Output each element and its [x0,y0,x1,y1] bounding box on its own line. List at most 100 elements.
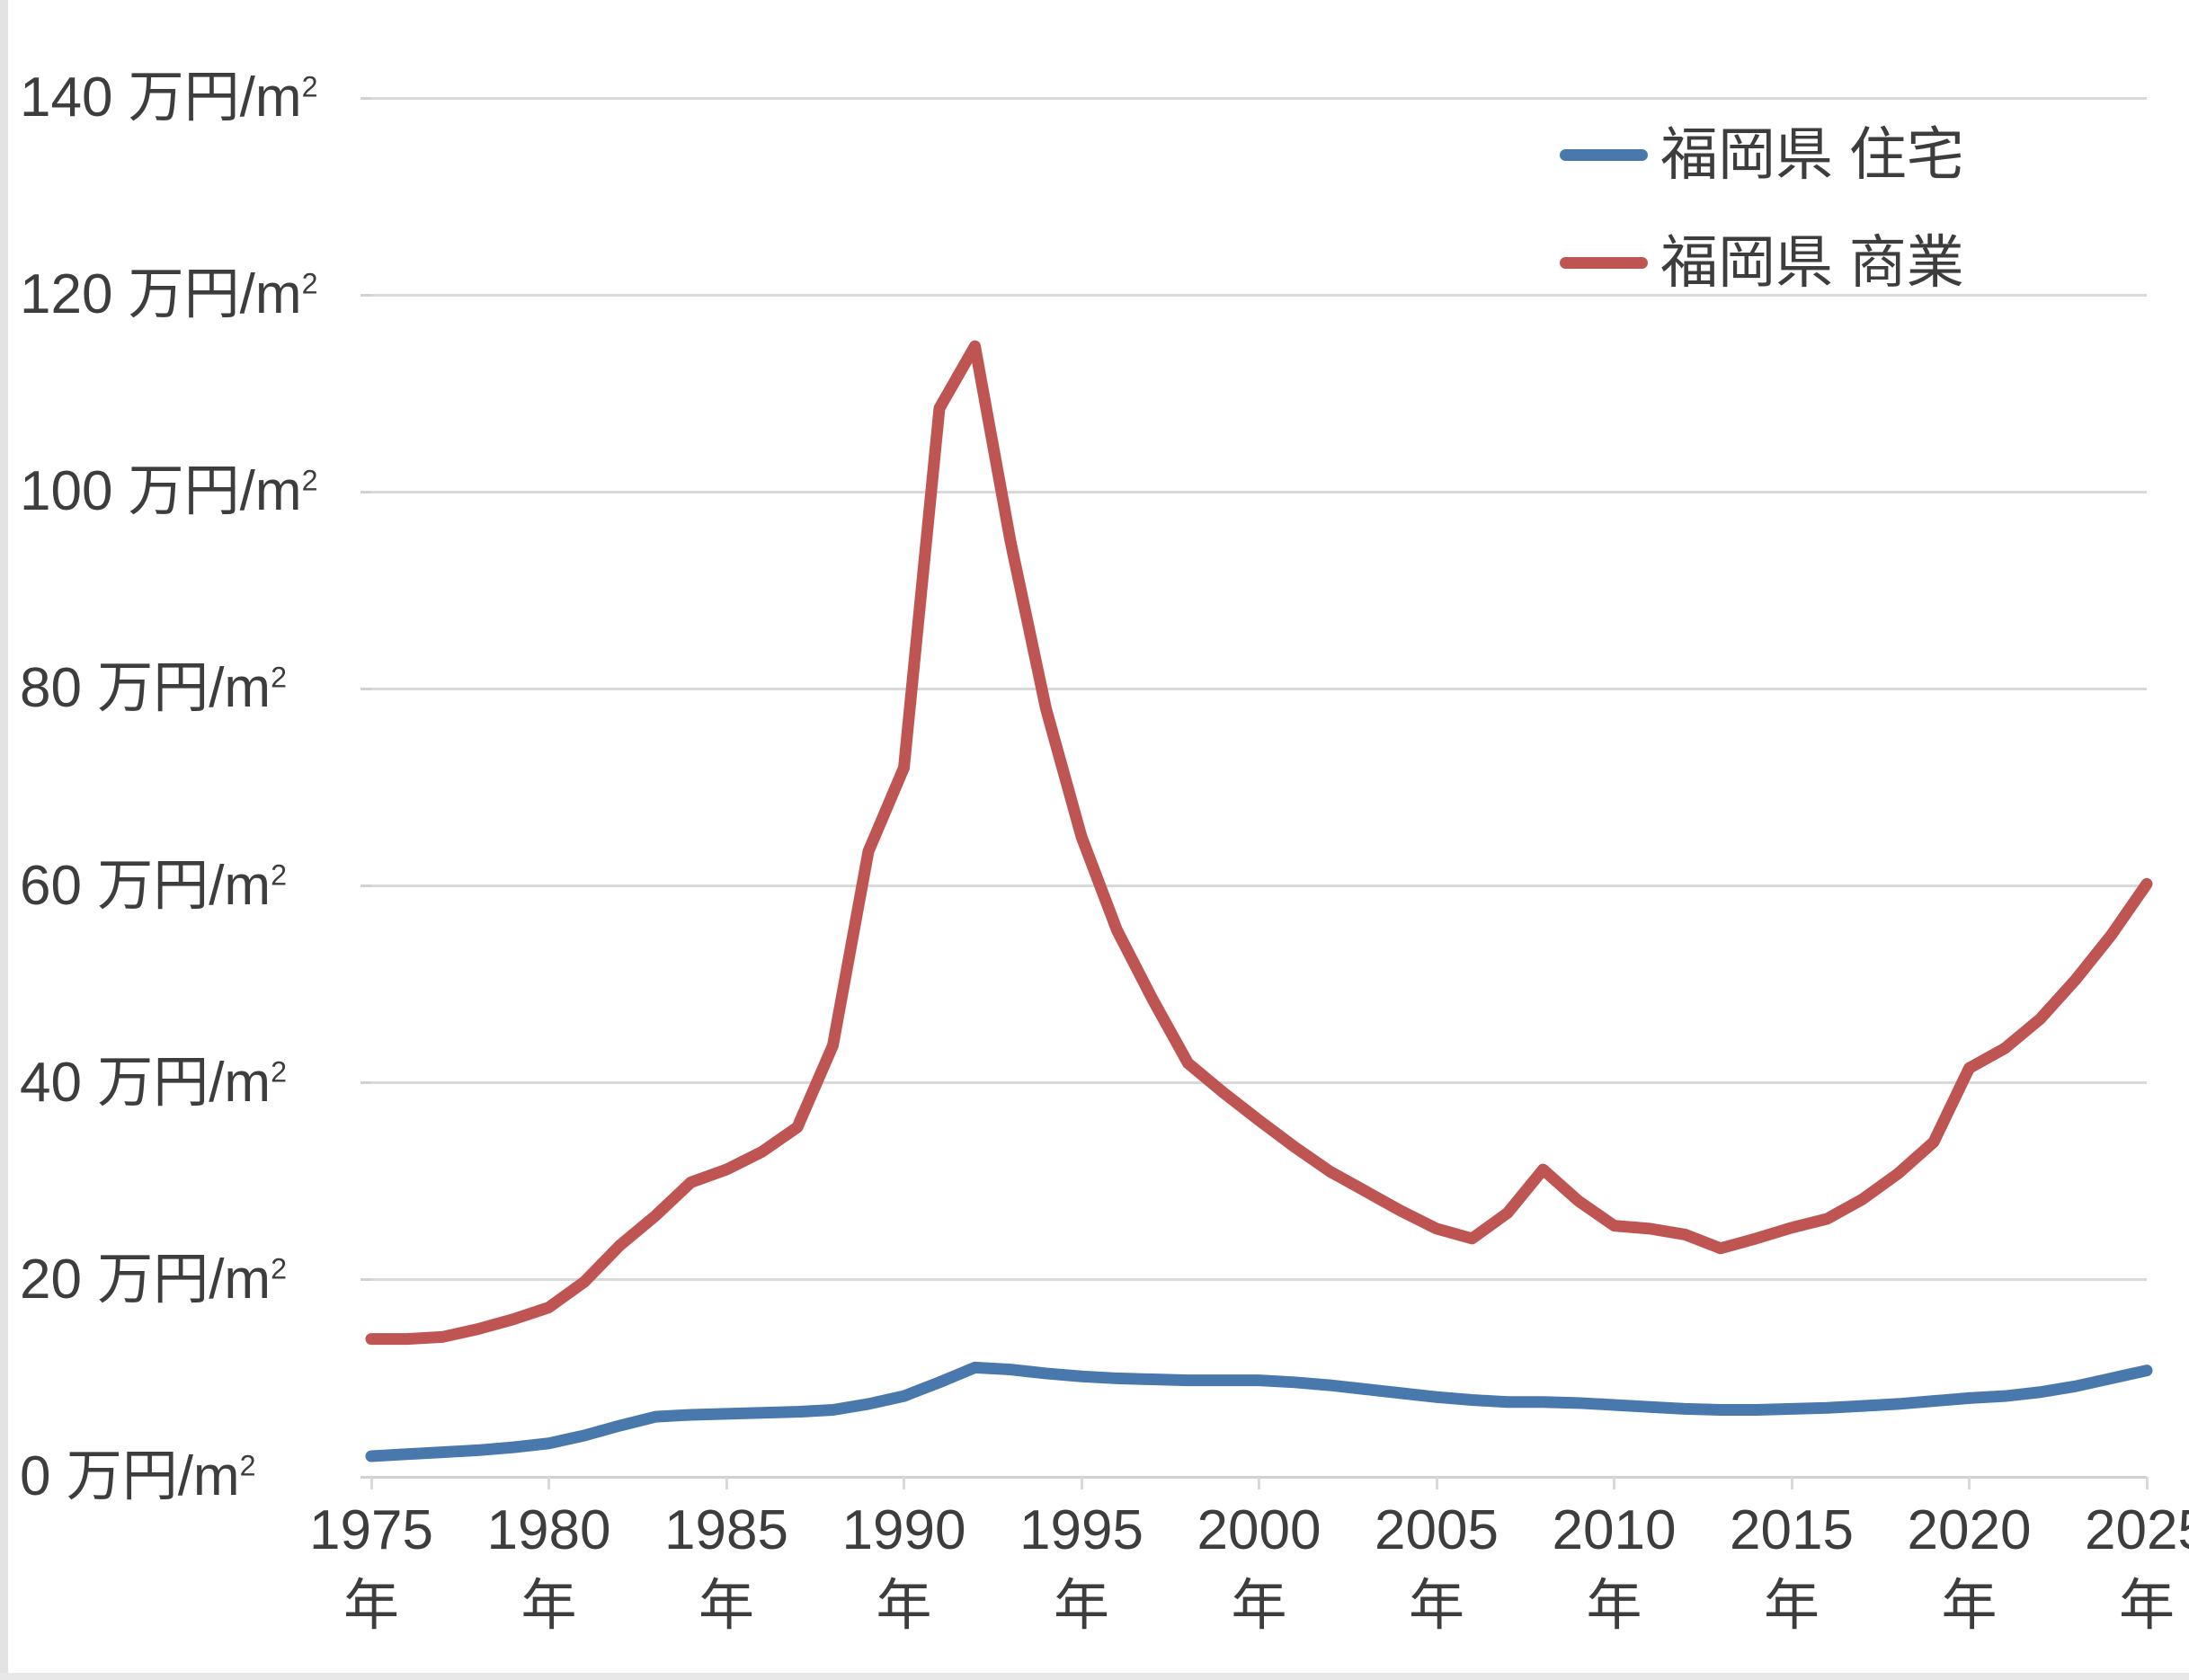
x-tick-year: 2015 [1730,1499,1854,1561]
x-tick-year: 1990 [841,1499,966,1561]
y-tick-unit: 万円/m [81,657,271,720]
x-tick-mark [725,1477,728,1489]
x-tick-suffix: 年 [1586,1575,1642,1637]
legend-label: 福岡県 住宅 [1660,122,1964,187]
y-tick-mark [360,96,371,100]
y-tick-unit: 万円/m [112,67,302,129]
y-tick-unit: 万円/m [112,460,302,523]
y-axis-tick-label: 60 万円/m2 [20,858,287,914]
x-axis-tick-label: 1980 年 [441,1503,657,1634]
gridline [371,490,2147,493]
x-tick-mark [1258,1477,1260,1489]
y-tick-unit: 万円/m [81,1051,271,1114]
series-lines [365,340,2153,1462]
x-tick-mark [1613,1477,1615,1489]
y-tick-unit-exponent: 2 [271,1055,288,1089]
y-axis-tick-label: 100 万円/m2 [20,464,318,520]
y-tick-number: 20 [20,1248,82,1311]
gridline [371,687,2147,690]
x-axis-tick-label: 1990 年 [796,1503,1012,1634]
x-axis-tick-label: 1975 年 [263,1503,479,1634]
y-axis-tick-label: 40 万円/m2 [20,1051,288,1114]
gridline [371,293,2147,297]
x-axis-tick-label: 2010 年 [1507,1503,1722,1634]
x-tick-suffix: 年 [698,1575,754,1637]
y-tick-mark [360,490,371,493]
x-axis-tick-label: 1985 年 [618,1503,834,1634]
left-edge-strip [0,0,8,1680]
x-tick-year: 1975 [309,1499,433,1561]
y-tick-number: 60 [20,854,82,917]
x-tick-suffix: 年 [1408,1575,1464,1637]
x-tick-year: 2005 [1375,1499,1499,1561]
x-tick-mark [903,1477,905,1489]
y-tick-mark [360,687,371,690]
x-tick-year: 1985 [664,1499,788,1561]
x-tick-suffix: 年 [876,1575,932,1637]
x-axis-tick-label: 2005 年 [1329,1503,1544,1634]
x-axis-tick-label: 2025年 [2039,1503,2189,1634]
x-tick-suffix: 年 [343,1575,399,1637]
y-tick-number: 0 [20,1445,51,1507]
x-tick-suffix: 年 [2118,1575,2175,1637]
series-line-commercial [365,340,2153,1346]
y-tick-number: 40 [20,1051,82,1114]
series-line-residential [365,1361,2153,1462]
x-tick-mark [1080,1477,1083,1489]
y-tick-unit-exponent: 2 [301,464,318,497]
y-tick-mark [360,1278,371,1282]
y-tick-unit-exponent: 2 [239,1449,256,1482]
x-tick-mark [1968,1477,1971,1489]
x-axis-tick-label: 1995 年 [974,1503,1189,1634]
x-tick-mark [547,1477,550,1489]
x-tick-mark [369,1477,373,1489]
gridline [371,96,2147,100]
legend-item-commercial[interactable]: 福岡県 商業 [1560,209,2135,316]
x-tick-year: 1980 [486,1499,611,1561]
x-tick-year: 2025 [2085,1499,2189,1561]
y-tick-number: 140 [20,67,113,129]
y-tick-number: 100 [20,460,113,523]
y-tick-unit-exponent: 2 [271,661,288,694]
x-axis-tick-label: 2020 年 [1862,1503,2078,1634]
y-tick-mark [360,293,371,297]
y-tick-mark [360,1475,371,1479]
plot-area [360,96,2153,1489]
y-tick-unit: 万円/m [81,854,271,917]
x-tick-mark [2145,1477,2149,1489]
y-axis-tick-label: 20 万円/m2 [20,1248,288,1311]
bottom-edge-strip [0,1673,2189,1680]
gridline [371,1081,2147,1085]
x-tick-year: 2020 [1907,1499,2032,1561]
y-axis-tick-label: 120 万円/m2 [20,267,318,323]
y-tick-mark [360,884,371,888]
y-axis-tick-label: 140 万円/m2 [20,70,318,126]
legend-item-residential[interactable]: 福岡県 住宅 [1560,101,2135,209]
y-axis-tick-label: 0 万円/m2 [20,1449,256,1505]
y-tick-unit: 万円/m [50,1445,240,1507]
x-tick-mark [1435,1477,1438,1489]
x-tick-year: 2000 [1197,1499,1321,1561]
y-tick-number: 120 [20,263,113,326]
chart-legend: 福岡県 住宅 福岡県 商業 [1560,101,2135,316]
y-tick-unit: 万円/m [81,1248,271,1311]
legend-color-swatch-icon [1560,148,1648,161]
x-axis-tick-label: 2000 年 [1152,1503,1367,1634]
x-tick-year: 2010 [1552,1499,1677,1561]
y-tick-number: 80 [20,657,82,720]
legend-color-swatch-icon [1560,256,1648,269]
y-tick-mark [360,1081,371,1085]
y-tick-unit-exponent: 2 [301,70,318,103]
gridline [371,884,2147,888]
x-tick-mark [1790,1477,1793,1489]
x-tick-suffix: 年 [1231,1575,1287,1637]
legend-label: 福岡県 商業 [1660,230,1964,295]
y-tick-unit: 万円/m [112,263,302,326]
x-tick-suffix: 年 [521,1575,577,1637]
x-tick-year: 1995 [1019,1499,1143,1561]
y-tick-unit-exponent: 2 [271,1252,288,1285]
y-axis-tick-label: 80 万円/m2 [20,661,287,716]
y-tick-unit-exponent: 2 [271,858,288,891]
x-tick-suffix: 年 [1763,1575,1820,1637]
